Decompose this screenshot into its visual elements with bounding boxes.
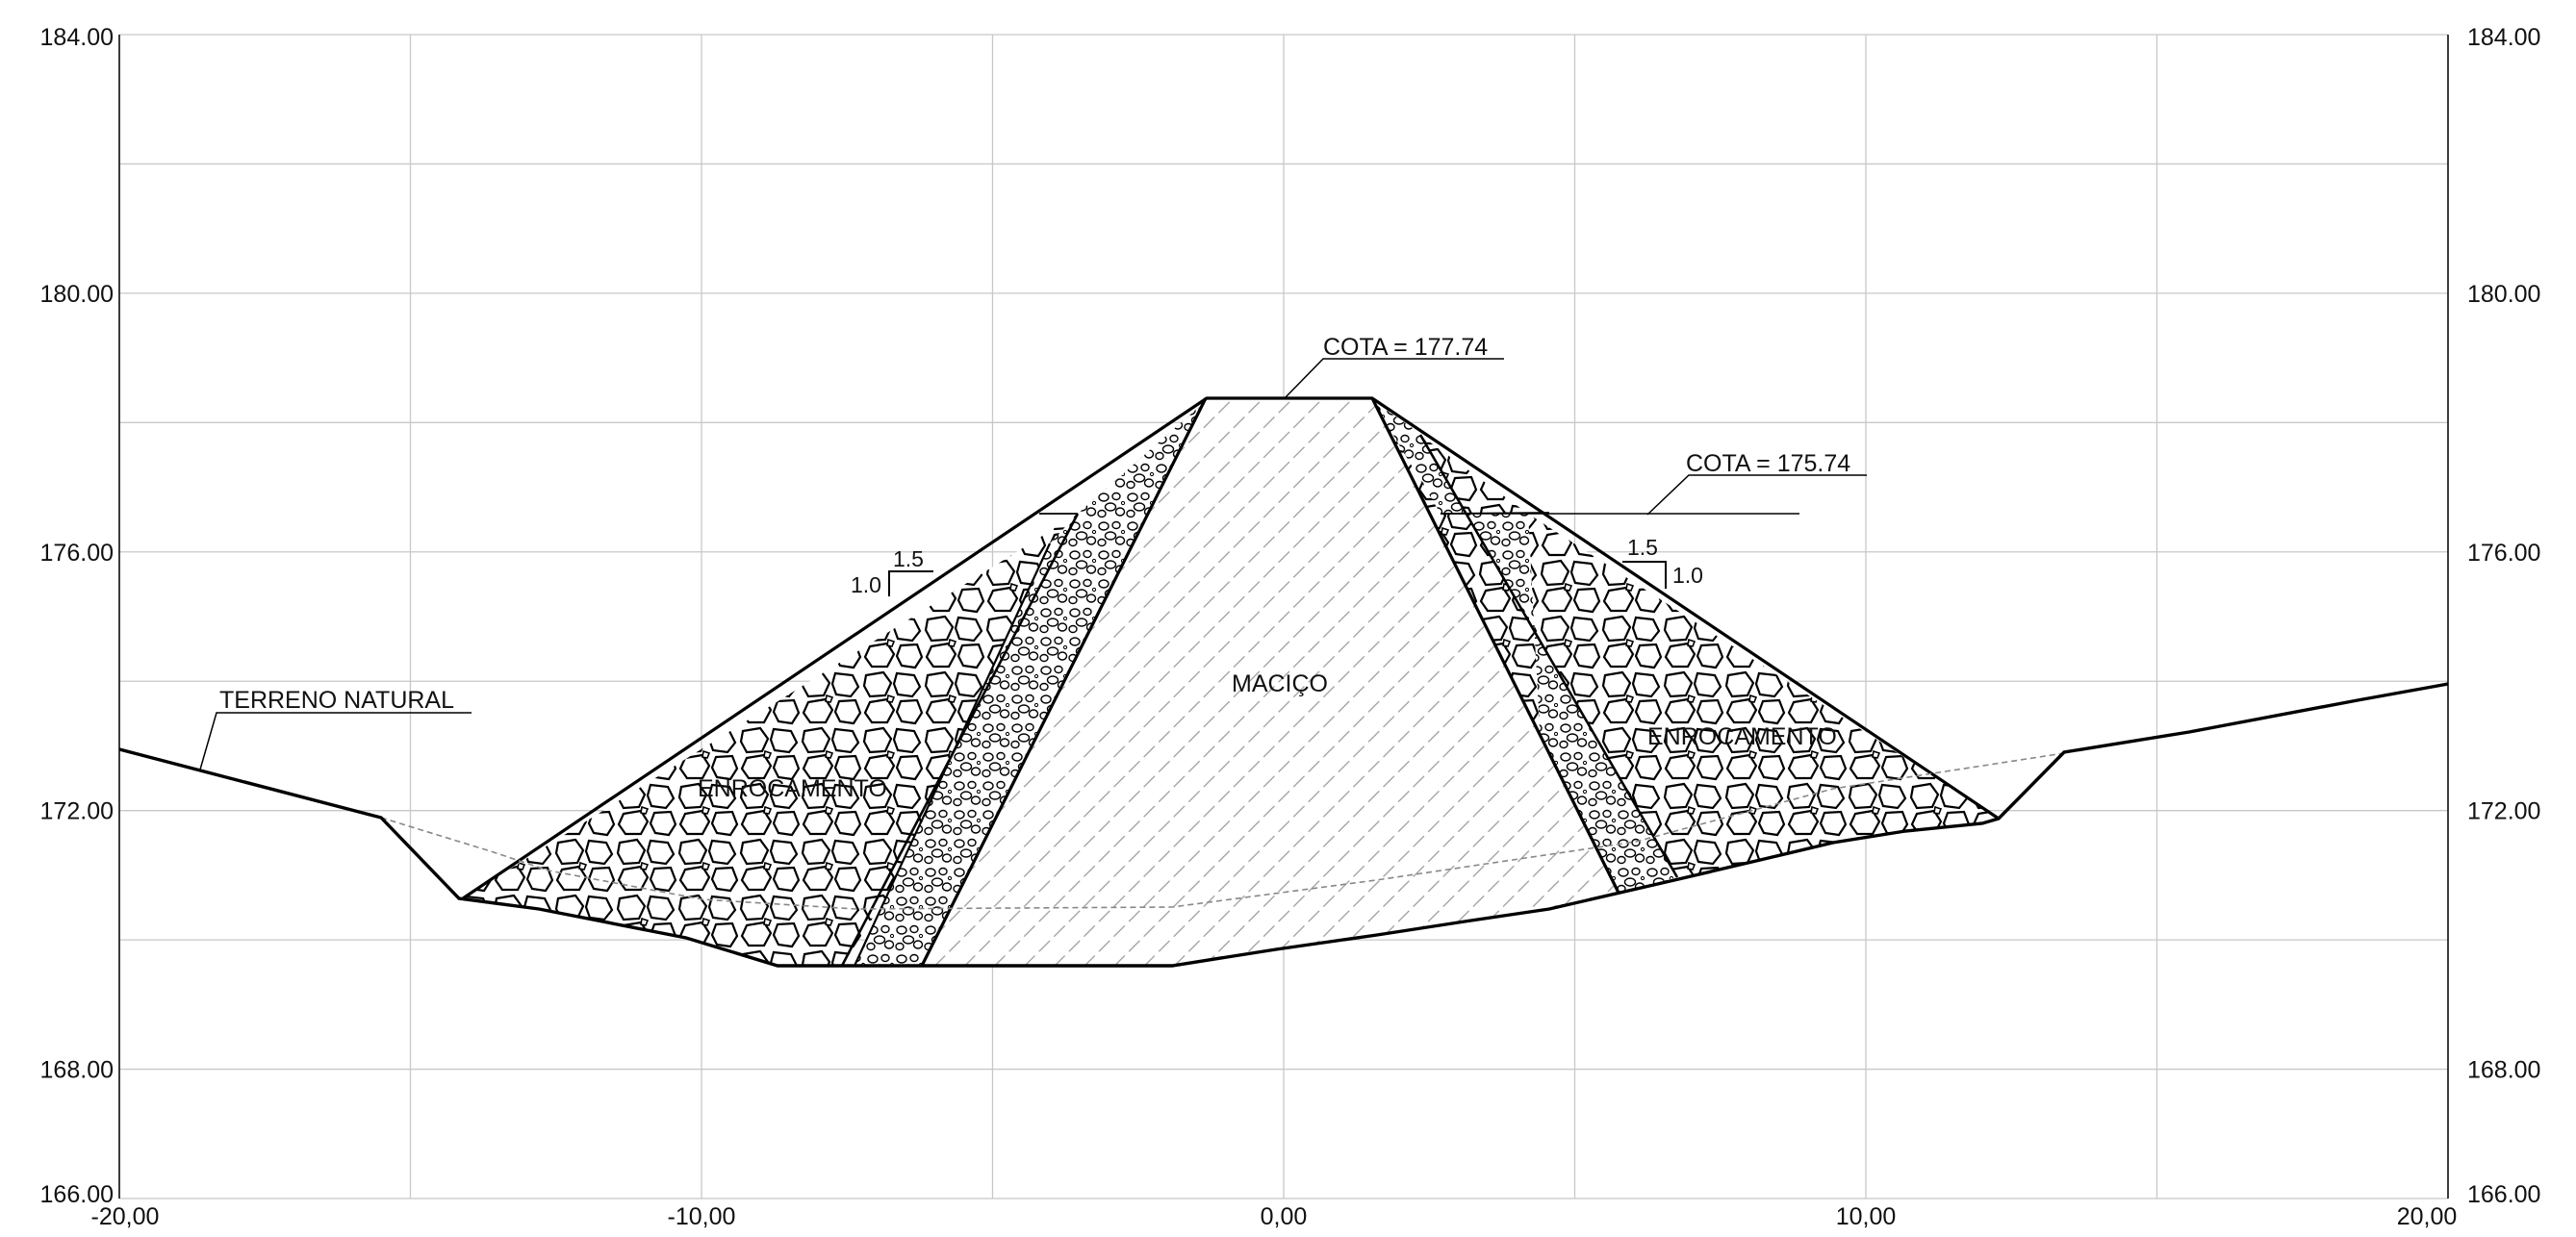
x-tick-label: 20,00 — [2397, 1203, 2458, 1230]
filter-left-zone — [854, 400, 1207, 966]
y-tick-label: 184.00 — [2467, 24, 2540, 51]
x-tick-label: 10,00 — [1836, 1203, 1897, 1230]
y-tick-label: 172.00 — [2467, 798, 2540, 825]
slope-right-horizontal-label: 1.5 — [1627, 535, 1658, 560]
natural-ground-label: TERRENO NATURAL — [219, 687, 454, 714]
filter-right-zone — [1372, 400, 1677, 909]
y-tick-label: 166.00 — [2467, 1181, 2540, 1208]
core-label: MACIÇO — [1232, 670, 1328, 697]
x-tick-label: -20,00 — [91, 1203, 160, 1230]
slope-indicator-left — [888, 570, 933, 596]
slope-indicator-right — [1622, 561, 1667, 589]
y-tick-label: 176.00 — [2467, 540, 2540, 567]
original-ground-dashed-line — [380, 752, 2065, 910]
slope-left-vertical-label: 1.0 — [851, 572, 881, 597]
x-tick-label: 0,00 — [1261, 1203, 1308, 1230]
rockfill-left-zone — [463, 400, 1207, 966]
slope-right-vertical-label: 1.0 — [1672, 563, 1703, 588]
rockfill-left-label: ENROCAMENTO — [698, 775, 887, 802]
leader-lines — [199, 358, 1867, 770]
y-axis-left: 184.00 180.00 176.00 172.00 168.00 166.00 — [40, 24, 114, 1208]
y-tick-label: 180.00 — [40, 281, 114, 308]
y-tick-label: 180.00 — [2467, 281, 2540, 308]
core-hatch — [922, 398, 1619, 966]
berm-elevation-label: COTA = 175.74 — [1686, 450, 1850, 477]
y-tick-label: 168.00 — [40, 1057, 114, 1084]
zone-boundaries — [462, 396, 2000, 967]
frame — [118, 35, 2449, 1199]
y-tick-label: 168.00 — [2467, 1057, 2540, 1084]
crest-elevation-label: COTA = 177.74 — [1323, 334, 1488, 361]
natural-terrain-line — [118, 682, 2449, 968]
rockfill-right-label: ENROCAMENTO — [1647, 723, 1837, 750]
y-tick-label: 184.00 — [40, 24, 114, 51]
y-axis-right: 184.00 180.00 176.00 172.00 168.00 166.00 — [2467, 24, 2540, 1208]
y-tick-label: 176.00 — [40, 540, 114, 567]
slope-left-horizontal-label: 1.5 — [893, 546, 924, 571]
x-axis: -20,00 -10,00 0,00 10,00 20,00 — [91, 1203, 2458, 1230]
rockfill-right-zone — [1372, 400, 1999, 894]
y-tick-label: 166.00 — [40, 1181, 114, 1208]
x-tick-label: -10,00 — [668, 1203, 736, 1230]
y-tick-label: 172.00 — [40, 798, 114, 825]
